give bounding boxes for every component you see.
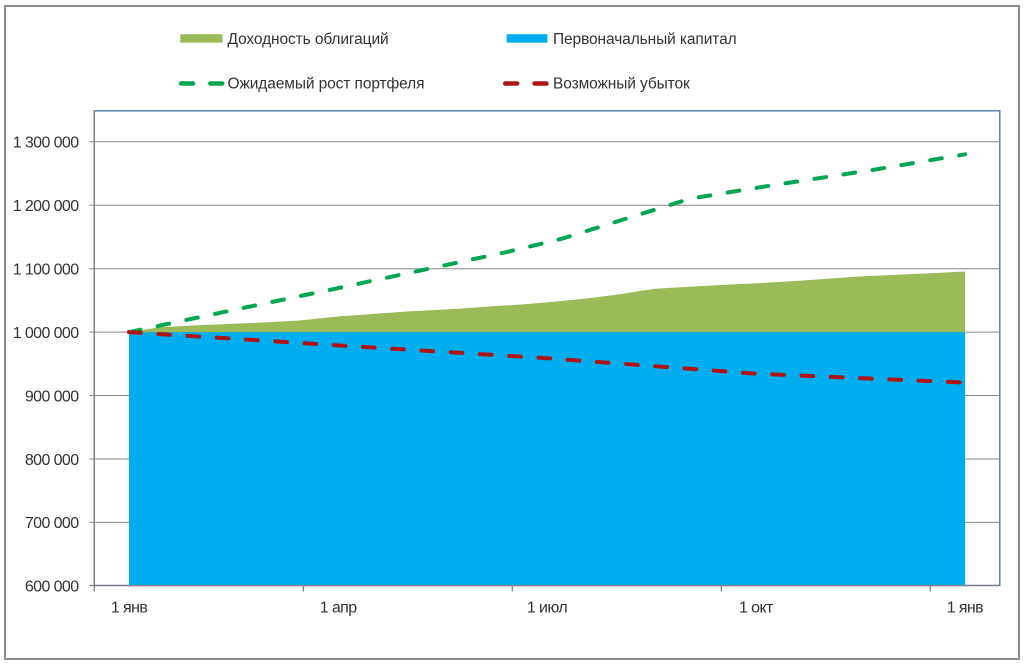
svg-text:1 апр: 1 апр <box>320 600 358 617</box>
svg-text:1 янв: 1 янв <box>111 600 147 617</box>
svg-text:Ожидаемый рост портфеля: Ожидаемый рост портфеля <box>228 76 425 93</box>
svg-text:1 300 000: 1 300 000 <box>13 135 79 152</box>
svg-text:1 100 000: 1 100 000 <box>13 262 79 279</box>
svg-text:900 000: 900 000 <box>25 388 79 405</box>
svg-text:1 июл: 1 июл <box>527 600 568 617</box>
svg-text:1 окт: 1 окт <box>739 600 774 617</box>
svg-text:800 000: 800 000 <box>25 452 79 469</box>
svg-text:Доходность облигаций: Доходность облигаций <box>228 31 389 48</box>
svg-text:Возможный убыток: Возможный убыток <box>553 76 690 93</box>
svg-text:Первоначальный капитал: Первоначальный капитал <box>553 31 737 48</box>
svg-text:600 000: 600 000 <box>25 578 79 595</box>
svg-text:1 000 000: 1 000 000 <box>13 325 79 342</box>
svg-text:1 янв: 1 янв <box>947 600 983 617</box>
svg-text:700 000: 700 000 <box>25 515 79 532</box>
svg-text:1 200 000: 1 200 000 <box>13 198 79 215</box>
